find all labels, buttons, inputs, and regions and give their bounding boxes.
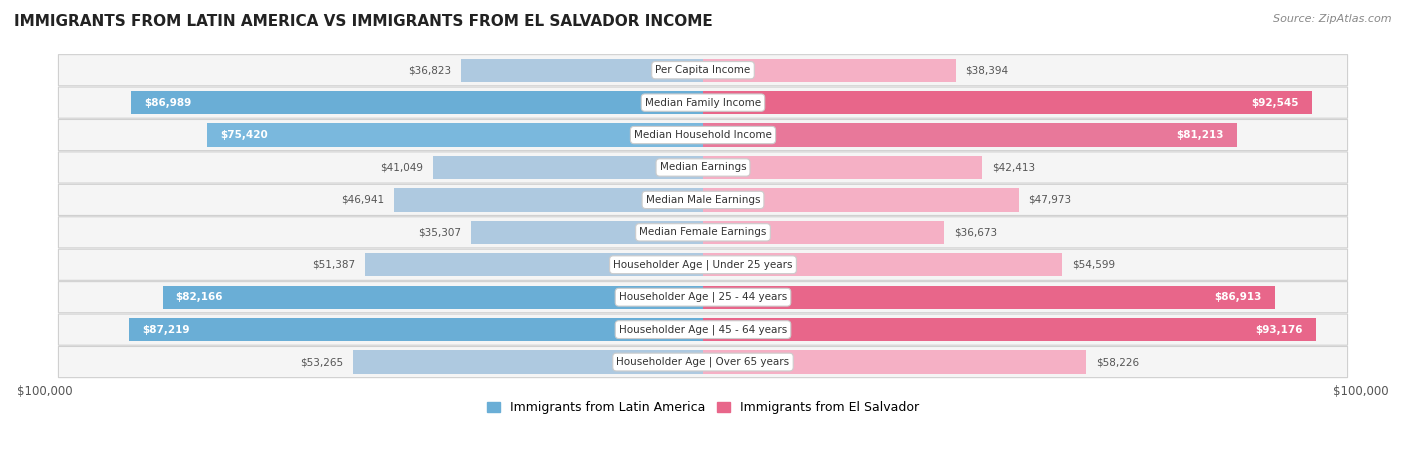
FancyBboxPatch shape — [59, 217, 1347, 248]
Bar — [129, 318, 703, 341]
Bar — [163, 285, 703, 309]
Text: Median Female Earnings: Median Female Earnings — [640, 227, 766, 237]
Text: $87,219: $87,219 — [142, 325, 190, 335]
Bar — [703, 253, 1062, 276]
Bar — [703, 350, 1085, 374]
FancyBboxPatch shape — [59, 249, 1347, 280]
Bar — [703, 91, 1312, 114]
Bar — [207, 123, 703, 147]
FancyBboxPatch shape — [59, 120, 1347, 151]
Text: $81,213: $81,213 — [1177, 130, 1225, 140]
Text: $46,941: $46,941 — [342, 195, 384, 205]
FancyBboxPatch shape — [59, 87, 1347, 118]
FancyBboxPatch shape — [59, 314, 1347, 345]
Text: $93,176: $93,176 — [1256, 325, 1303, 335]
Text: Householder Age | Under 25 years: Householder Age | Under 25 years — [613, 260, 793, 270]
Bar — [703, 318, 1316, 341]
Bar — [471, 221, 703, 244]
FancyBboxPatch shape — [59, 55, 1347, 86]
Text: $38,394: $38,394 — [966, 65, 1008, 75]
Bar — [433, 156, 703, 179]
Bar — [353, 350, 703, 374]
Text: $51,387: $51,387 — [312, 260, 356, 270]
Text: Householder Age | 45 - 64 years: Householder Age | 45 - 64 years — [619, 325, 787, 335]
Bar — [703, 188, 1018, 212]
Text: $58,226: $58,226 — [1095, 357, 1139, 367]
Bar — [703, 156, 981, 179]
Text: IMMIGRANTS FROM LATIN AMERICA VS IMMIGRANTS FROM EL SALVADOR INCOME: IMMIGRANTS FROM LATIN AMERICA VS IMMIGRA… — [14, 14, 713, 29]
FancyBboxPatch shape — [59, 347, 1347, 378]
Text: $82,166: $82,166 — [176, 292, 224, 302]
Text: $35,307: $35,307 — [418, 227, 461, 237]
Legend: Immigrants from Latin America, Immigrants from El Salvador: Immigrants from Latin America, Immigrant… — [482, 396, 924, 419]
Text: Median Earnings: Median Earnings — [659, 163, 747, 172]
Text: $42,413: $42,413 — [991, 163, 1035, 172]
Text: Median Family Income: Median Family Income — [645, 98, 761, 107]
Text: Median Household Income: Median Household Income — [634, 130, 772, 140]
Text: $36,823: $36,823 — [408, 65, 451, 75]
Text: Source: ZipAtlas.com: Source: ZipAtlas.com — [1274, 14, 1392, 24]
Text: $41,049: $41,049 — [380, 163, 423, 172]
Text: $86,989: $86,989 — [143, 98, 191, 107]
Bar — [461, 58, 703, 82]
FancyBboxPatch shape — [59, 152, 1347, 183]
Text: Householder Age | Over 65 years: Householder Age | Over 65 years — [616, 357, 790, 368]
Text: $75,420: $75,420 — [221, 130, 269, 140]
Text: $47,973: $47,973 — [1028, 195, 1071, 205]
Text: $36,673: $36,673 — [955, 227, 997, 237]
Bar — [703, 123, 1237, 147]
Text: $86,913: $86,913 — [1215, 292, 1261, 302]
Text: $54,599: $54,599 — [1071, 260, 1115, 270]
Bar — [131, 91, 703, 114]
Bar — [366, 253, 703, 276]
Text: Per Capita Income: Per Capita Income — [655, 65, 751, 75]
Text: Householder Age | 25 - 44 years: Householder Age | 25 - 44 years — [619, 292, 787, 303]
Text: $53,265: $53,265 — [299, 357, 343, 367]
FancyBboxPatch shape — [59, 282, 1347, 313]
Bar — [703, 58, 956, 82]
FancyBboxPatch shape — [59, 184, 1347, 215]
Bar — [703, 285, 1275, 309]
Text: $92,545: $92,545 — [1251, 98, 1299, 107]
Bar — [703, 221, 945, 244]
Text: Median Male Earnings: Median Male Earnings — [645, 195, 761, 205]
Bar — [394, 188, 703, 212]
